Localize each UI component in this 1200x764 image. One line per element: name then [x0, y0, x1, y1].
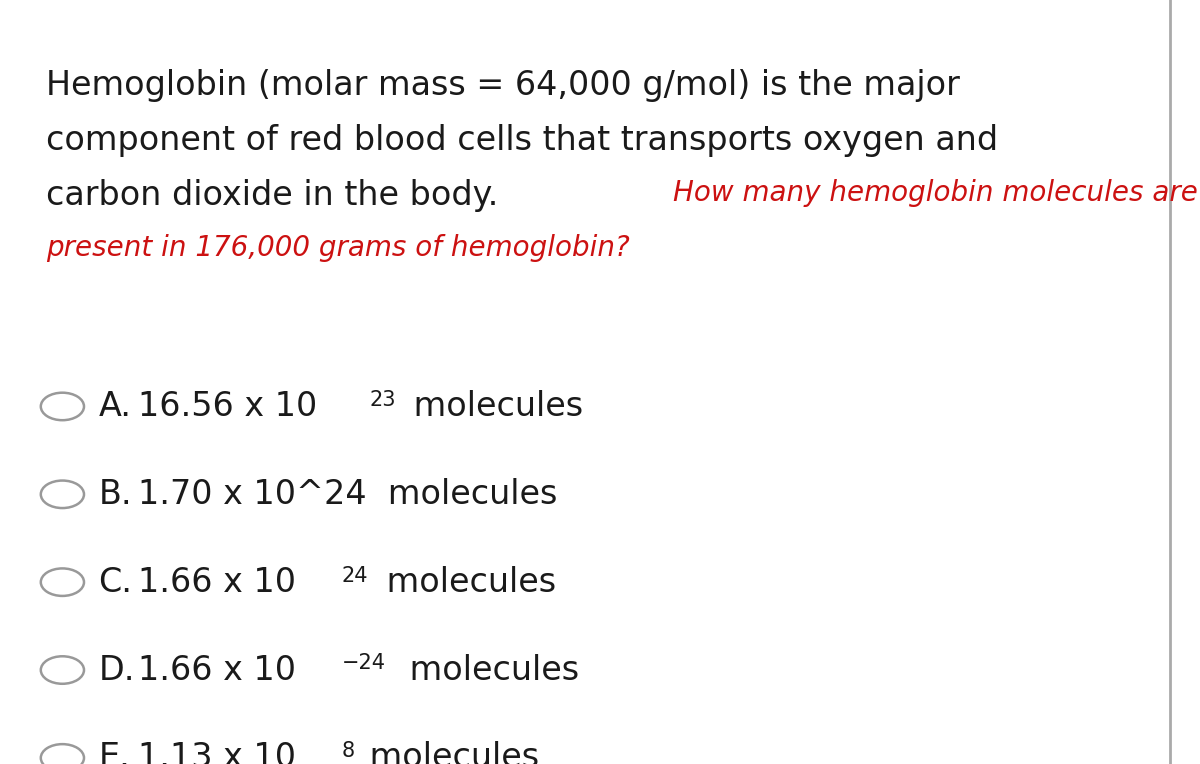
Text: 1.70 x 10^24  molecules: 1.70 x 10^24 molecules	[138, 478, 557, 511]
Text: 8: 8	[342, 741, 355, 762]
Text: Hemoglobin (molar mass = 64,000 g/mol) is the major: Hemoglobin (molar mass = 64,000 g/mol) i…	[46, 69, 960, 102]
Text: C.: C.	[98, 565, 132, 599]
Text: How many hemoglobin molecules are: How many hemoglobin molecules are	[672, 179, 1198, 207]
Text: 1.13 x 10: 1.13 x 10	[138, 741, 296, 764]
Text: molecules: molecules	[376, 565, 556, 599]
Text: 1.66 x 10: 1.66 x 10	[138, 653, 296, 687]
Text: molecules: molecules	[403, 390, 583, 423]
Text: present in 176,000 grams of hemoglobin?: present in 176,000 grams of hemoglobin?	[46, 234, 629, 262]
Text: molecules: molecules	[359, 741, 539, 764]
Text: E.: E.	[98, 741, 131, 764]
Text: B.: B.	[98, 478, 132, 511]
Text: A.: A.	[98, 390, 132, 423]
Text: 23: 23	[370, 390, 396, 410]
Text: 24: 24	[342, 565, 368, 586]
Text: component of red blood cells that transports oxygen and: component of red blood cells that transp…	[46, 124, 997, 157]
Text: 1.66 x 10: 1.66 x 10	[138, 565, 296, 599]
Text: −24: −24	[342, 653, 386, 674]
Text: 16.56 x 10: 16.56 x 10	[138, 390, 317, 423]
Text: molecules: molecules	[398, 653, 578, 687]
Text: D.: D.	[98, 653, 134, 687]
Text: carbon dioxide in the body.: carbon dioxide in the body.	[46, 179, 532, 212]
